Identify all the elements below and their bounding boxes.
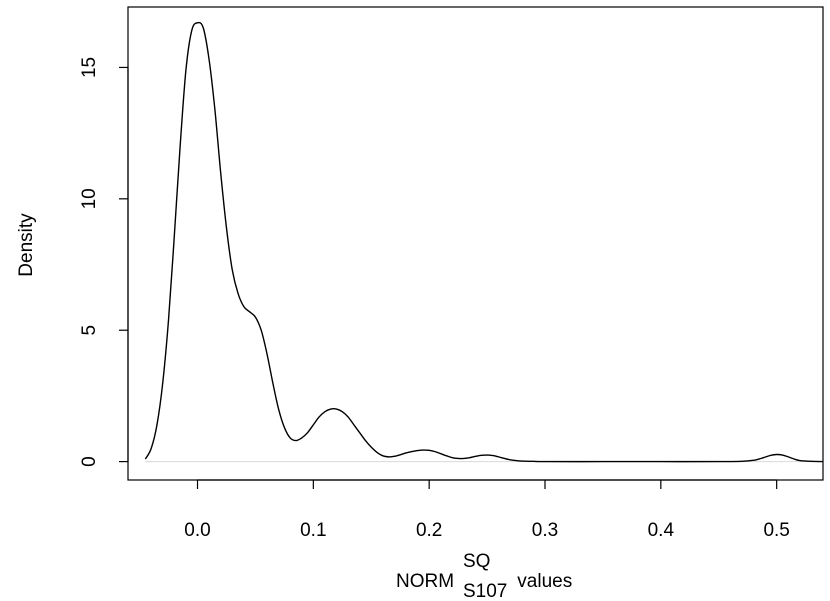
x-tick-label: 0.4 [648,520,675,541]
x-tick-label: 0.1 [300,520,326,541]
x-axis-label-base: NORM [396,571,454,592]
x-tick-label: 0.2 [416,520,442,541]
x-tick-label: 0.0 [184,520,210,541]
x-axis-label-superscript: SQ [463,551,490,572]
density-curve [144,21,824,463]
x-axis: 0.0 0.1 0.2 0.3 0.4 0.5 [184,479,790,541]
y-axis: 0 5 10 15 [79,57,129,467]
x-axis-label-subscript: S107 [463,581,507,601]
plot-frame [127,6,824,481]
y-axis-label: Density [16,213,37,277]
x-tick-label: 0.3 [532,520,558,541]
x-axis-label-suffix: values [512,571,572,592]
y-tick-label: 15 [79,57,100,78]
y-tick-label: 0 [79,456,100,467]
y-tick-label: 5 [79,325,100,336]
x-tick-label: 0.5 [763,520,789,541]
x-axis-label: NORM SQ S107 values [396,551,572,601]
y-tick-label: 10 [79,188,100,209]
